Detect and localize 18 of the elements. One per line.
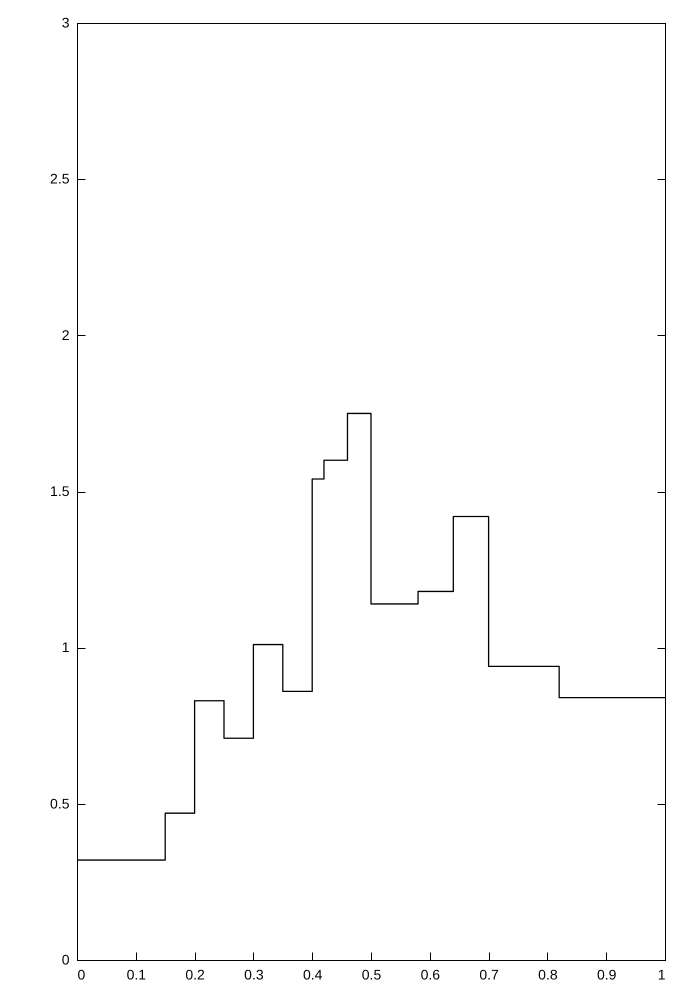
x-tick-label: 0.3 xyxy=(244,966,264,982)
x-tick-label: 0.7 xyxy=(479,966,500,982)
y-tick-label: 2.5 xyxy=(50,170,70,187)
x-tick-label: 0.6 xyxy=(420,966,440,982)
y-tick-label: 0 xyxy=(62,952,70,968)
y-tick-label: 3 xyxy=(62,14,70,30)
x-tick-label: 0.1 xyxy=(126,966,146,982)
y-tick-label: 1.5 xyxy=(50,483,70,499)
x-tick-label: 0 xyxy=(78,966,86,982)
x-tick-label: 0.9 xyxy=(596,966,617,982)
x-tick-label: 0.8 xyxy=(538,966,558,982)
y-tick-label: 2 xyxy=(62,326,70,343)
x-tick-label: 1 xyxy=(658,966,666,982)
x-tick-label: 0.5 xyxy=(362,966,382,982)
x-tick-label: 0.2 xyxy=(185,966,206,982)
y-tick-label: 0.5 xyxy=(50,795,70,812)
y-tick-label: 1 xyxy=(62,639,70,656)
x-tick-label: 0.4 xyxy=(302,966,323,982)
